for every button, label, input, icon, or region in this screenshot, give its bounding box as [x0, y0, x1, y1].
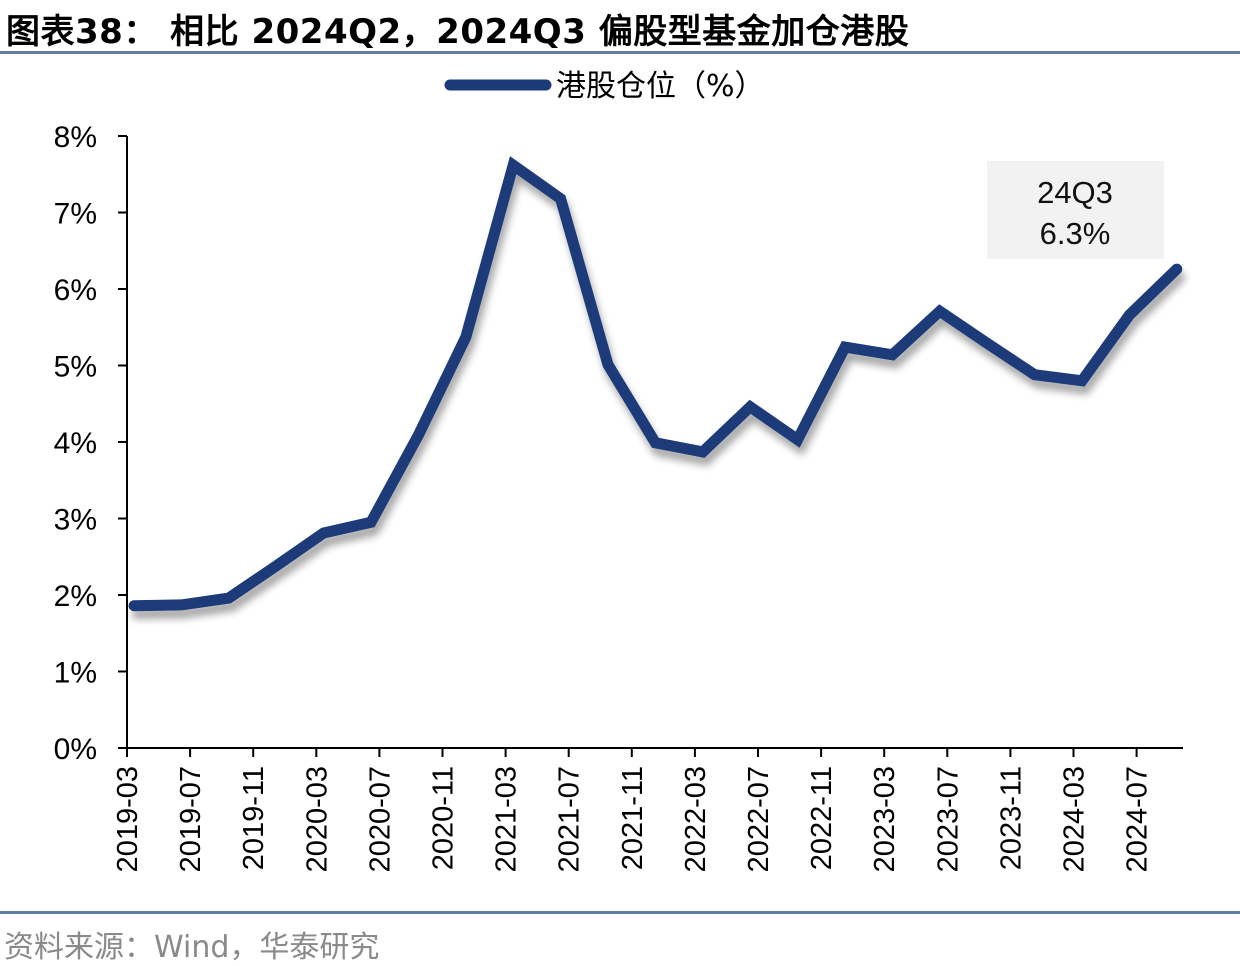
x-tick-label: 2022-07 [743, 766, 775, 872]
x-tick-label: 2024-07 [1122, 766, 1154, 872]
annotation-24q3: 24Q3 6.3% [987, 161, 1164, 259]
annotation-box [987, 161, 1164, 259]
x-tick-label: 2024-03 [1059, 766, 1091, 872]
source-note: 资料来源：Wind，华泰研究 [4, 930, 380, 965]
series-line [128, 156, 1183, 612]
y-tick-label: 4% [54, 427, 97, 460]
x-tick-label: 2022-11 [806, 766, 838, 870]
y-tick-label: 6% [54, 274, 97, 307]
x-tick-label: 2020-11 [428, 766, 460, 870]
y-tick-label: 0% [54, 733, 97, 766]
x-tick-label: 2023-07 [932, 766, 964, 872]
x-tick-label: 2022-03 [680, 766, 712, 872]
y-tick-label: 3% [54, 504, 97, 537]
y-tick-label: 2% [54, 580, 97, 613]
y-axis: 0% 1% 2% 3% 4% 5% 6% 7% 8% [54, 121, 128, 766]
x-tick-label: 2021-11 [617, 766, 649, 870]
y-tick-label: 1% [54, 657, 97, 690]
legend-label: 港股仓位（%） [556, 69, 765, 104]
x-tick-label: 2020-07 [364, 766, 396, 872]
x-tick-label: 2019-03 [112, 766, 144, 872]
footer-divider [0, 911, 1240, 914]
x-tick-label: 2020-03 [301, 766, 333, 872]
x-tick-label: 2019-11 [238, 766, 270, 870]
x-tick-label: 2023-11 [995, 766, 1027, 870]
x-tick-label: 2021-03 [491, 766, 523, 872]
series-hk-stock-position [128, 156, 1183, 612]
x-tick-label: 2019-07 [175, 766, 207, 872]
chart-title: 图表38： 相比 2024Q2，2024Q3 偏股型基金加仓港股 [6, 12, 910, 52]
annotation-line1: 24Q3 [1037, 175, 1113, 210]
x-tick-label: 2021-07 [554, 766, 586, 872]
x-axis: 2019-03 2019-07 2019-11 2020-03 2020-07 2020-… [112, 747, 1183, 872]
y-tick-label: 7% [54, 198, 97, 231]
y-tick-label: 5% [54, 351, 97, 384]
annotation-line2: 6.3% [1040, 216, 1111, 251]
legend: 港股仓位（%） [444, 69, 765, 104]
x-tick-label: 2023-03 [869, 766, 901, 872]
title-divider [0, 51, 1240, 54]
y-tick-label: 8% [54, 121, 97, 154]
